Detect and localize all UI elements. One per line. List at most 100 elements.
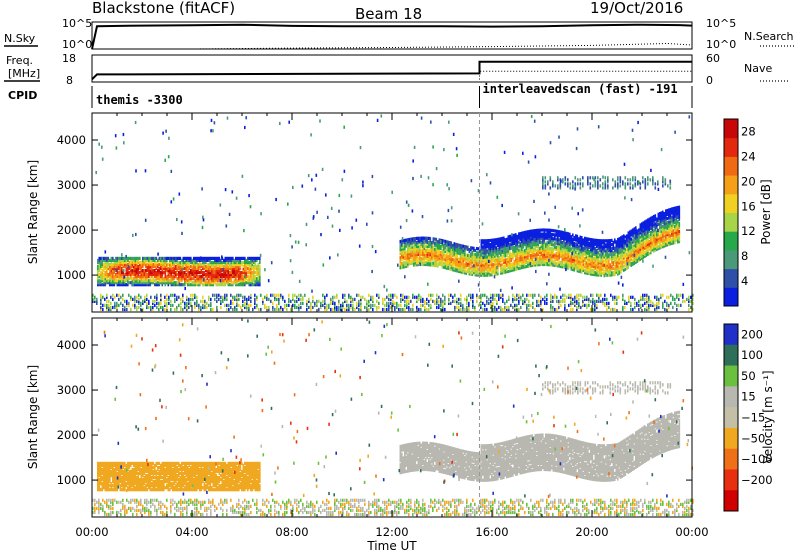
power-cell [109,281,111,285]
power-cell [173,271,176,275]
power-cell [245,281,248,285]
power-cell [566,231,568,235]
power-cell [530,239,532,243]
power-cell [594,263,597,267]
power-cell [152,258,155,262]
power-cell [633,257,636,261]
power-cell [675,218,678,222]
power-cell [182,266,185,271]
power-cell [488,251,490,255]
power-cell [419,244,421,248]
power-cell [308,305,310,310]
power-cell [376,299,378,303]
power-cell [326,307,328,312]
power-cell [672,241,675,245]
power-cell [134,273,137,277]
power-cell [632,260,634,264]
power-cell [629,234,631,238]
power-cell [651,219,654,224]
power-cell [504,270,507,274]
power-cell [136,273,138,277]
power-cell [416,240,418,245]
power-cell [554,184,557,188]
power-cell [626,266,628,270]
power-cell [181,273,183,277]
power-cell [569,252,571,257]
power-cell [402,255,405,259]
power-cell [509,265,511,269]
power-cell [597,259,600,263]
power-cell [156,295,158,299]
power-cell [390,297,392,301]
power-cell [208,303,210,307]
power-cell [462,262,465,267]
power-cell [121,283,123,287]
power-cell [438,240,441,244]
power-cell [125,256,128,260]
power-cell [674,218,676,222]
power-cell [566,256,568,260]
power-cell [245,262,248,267]
power-cell [257,269,260,273]
power-cell [566,240,568,244]
power-cell [554,255,556,259]
power-cell [675,214,678,218]
power-cell [396,301,398,305]
power-cell [210,297,212,301]
power-cell [512,236,514,240]
power-cell [462,266,465,271]
power-cell [549,234,552,238]
power-cell [100,271,102,275]
power-cell [214,273,216,277]
power-cell [642,251,645,255]
power-cell [234,297,236,301]
power-cell [664,182,667,186]
power-cell [198,307,200,312]
power-cell [208,279,210,283]
power-cell [187,275,189,279]
power-cell [632,178,634,182]
power-cell [422,299,424,303]
power-cell [549,176,552,180]
power-cell [666,217,669,221]
power-cell [627,231,630,235]
power-cell [483,263,486,267]
power-cell [158,256,161,260]
power-cell [513,268,516,272]
power-cell [98,262,101,267]
power-cell [187,273,189,277]
power-cell [205,283,207,287]
power-cell [494,238,496,242]
power-cell [576,265,579,269]
power-cell [170,307,172,312]
power-cell [196,273,198,277]
power-cell [605,239,607,243]
power-cell [167,283,170,287]
power-cell [356,305,358,310]
power-cell [530,258,532,262]
power-cell [495,250,498,254]
power-cell [100,256,102,260]
power-cell [250,277,252,281]
power-cell [450,245,453,249]
power-cell [566,252,568,256]
power-cell [176,266,179,271]
power-cell [516,234,519,238]
power-cell [229,277,231,281]
power-cell [259,260,261,265]
power-cell [256,283,258,287]
power-cell [140,301,142,305]
power-cell [462,252,465,256]
power-cell [530,253,532,258]
power-cell [272,305,274,310]
power-cell [259,283,261,287]
power-cell [164,279,167,283]
power-cell [416,251,418,255]
power-cell [554,247,556,251]
power-cell [656,219,658,223]
power-cell [633,249,636,253]
power-cell [209,279,212,283]
power-cell [650,222,652,226]
power-cell [137,264,140,269]
power-cell [678,207,681,211]
